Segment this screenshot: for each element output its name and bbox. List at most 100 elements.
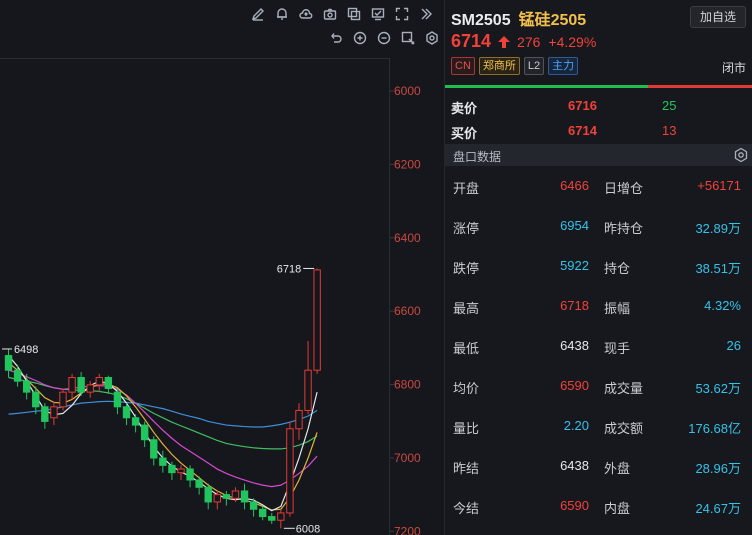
candle-body[interactable]	[68, 377, 76, 393]
ask-row[interactable]: 卖价 6716 25	[451, 96, 747, 116]
candle-body[interactable]	[186, 468, 194, 481]
candle-body[interactable]	[277, 512, 285, 521]
ask-price: 6716	[568, 98, 597, 113]
candle-body[interactable]	[286, 428, 294, 514]
candle-body[interactable]	[204, 486, 212, 503]
price-change: 276	[517, 33, 541, 50]
chart-toolbar	[250, 6, 434, 22]
ma-line	[8, 369, 318, 488]
section-header: 盘口数据	[445, 144, 752, 166]
price-change-pct: +4.29%	[548, 33, 597, 50]
price-tick-label: 6600	[394, 304, 421, 318]
camera-icon[interactable]	[322, 6, 338, 22]
candle-body[interactable]	[140, 424, 149, 441]
stat-value: 6954	[560, 218, 589, 233]
undo-icon[interactable]	[328, 30, 344, 46]
stat-row: 均价 6590 成交量 53.62万	[445, 366, 752, 406]
bid-row[interactable]: 买价 6714 13	[451, 121, 747, 141]
settings-alt-icon[interactable]	[400, 30, 416, 46]
bid-price: 6714	[568, 123, 597, 138]
candle-body[interactable]	[159, 457, 167, 466]
stat-label: 成交量	[604, 381, 644, 396]
expand-icon[interactable]	[394, 6, 410, 22]
stat-value: +56171	[697, 178, 741, 193]
candle-body[interactable]	[59, 391, 67, 408]
ma-line	[8, 355, 318, 512]
kline-chart[interactable]: 6718 6008 6498 7200 7000 6800 6600 6400 6200 600…	[0, 0, 444, 535]
candle-body[interactable]	[231, 490, 240, 499]
price-row: 6714 276 +4.29%	[451, 31, 596, 52]
symbol-header: SM2505 锰硅2505	[451, 6, 586, 30]
candle-body[interactable]	[213, 494, 221, 503]
candle-body[interactable]	[13, 369, 22, 382]
candle-body[interactable]	[104, 377, 113, 389]
screen-icon[interactable]	[370, 6, 386, 22]
stat-label: 最低	[453, 341, 480, 356]
candle-body[interactable]	[22, 380, 31, 393]
stat-row: 跌停 5922 持仓 38.51万	[445, 246, 752, 286]
stat-label: 今结	[453, 501, 480, 516]
candle-body[interactable]	[168, 464, 176, 474]
stat-label: 最高	[453, 301, 480, 316]
candle-body[interactable]	[32, 391, 40, 408]
stat-value: 6590	[560, 378, 589, 393]
candle-body[interactable]	[195, 479, 203, 488]
candle-body[interactable]	[77, 377, 85, 393]
candle-body[interactable]	[150, 439, 158, 459]
candle-body[interactable]	[122, 406, 131, 419]
stat-label: 涨停	[453, 221, 480, 236]
bell-icon[interactable]	[274, 6, 290, 22]
stat-value: 32.89万	[695, 221, 741, 236]
candle-body[interactable]	[304, 369, 312, 411]
candle-body[interactable]	[313, 269, 321, 371]
ask-volume: 25	[662, 98, 677, 113]
market-status: 闭市	[721, 61, 746, 75]
zoom-in-icon[interactable]	[352, 30, 368, 46]
candle-body[interactable]	[50, 406, 58, 419]
candle-body[interactable]	[295, 409, 303, 430]
stat-label: 昨持仓	[604, 221, 644, 236]
candle-body[interactable]	[177, 468, 185, 474]
stat-label: 开盘	[453, 181, 480, 196]
gear-icon[interactable]	[733, 147, 749, 163]
cloud-icon[interactable]	[298, 6, 314, 22]
stat-value: 6438	[560, 338, 589, 353]
tag-l2[interactable]: L2	[523, 57, 545, 75]
candle-body[interactable]	[249, 501, 258, 510]
copy-icon[interactable]	[346, 6, 362, 22]
stat-row: 开盘 6466 日增仓 +56171	[445, 166, 752, 206]
candle-body[interactable]	[113, 391, 122, 408]
candle-body[interactable]	[95, 377, 103, 386]
stat-value: 26	[726, 338, 741, 353]
pencil-icon[interactable]	[250, 6, 266, 22]
up-arrow-icon	[498, 35, 511, 48]
candle-body[interactable]	[41, 406, 49, 422]
gear-icon[interactable]	[424, 30, 440, 46]
zoom-out-icon[interactable]	[376, 30, 392, 46]
candle-body[interactable]	[86, 384, 94, 393]
low-price-label: 6008	[296, 523, 320, 535]
sell-ratio-fill	[648, 85, 752, 88]
add-watchlist-button[interactable]: 加自选	[690, 6, 746, 28]
stat-label: 昨结	[453, 461, 480, 476]
stat-value: 6438	[560, 458, 589, 473]
price-tick-label: 6000	[394, 84, 421, 98]
price-tick-label: 6400	[394, 231, 421, 245]
tag-main-contract: 主力	[548, 57, 579, 75]
stat-value: 176.68亿	[688, 421, 741, 436]
candle-body[interactable]	[131, 417, 140, 426]
tag-cn: CN	[451, 57, 475, 75]
candle-body[interactable]	[240, 490, 249, 503]
candle-body[interactable]	[268, 516, 276, 521]
tag-exchange: 郑商所	[478, 57, 520, 75]
collapse-icon[interactable]	[418, 6, 434, 22]
candlestick-plot[interactable]: 6718 6008 6498	[0, 58, 390, 535]
stat-value: 28.96万	[695, 461, 741, 476]
stat-label: 现手	[604, 341, 631, 356]
symbol-name[interactable]: 锰硅2505	[518, 12, 587, 29]
candle-body[interactable]	[4, 355, 13, 371]
candle-body[interactable]	[258, 508, 267, 518]
stat-label: 内盘	[604, 501, 631, 516]
candle-body[interactable]	[222, 494, 231, 499]
prev-high-label: 6498	[14, 344, 38, 356]
